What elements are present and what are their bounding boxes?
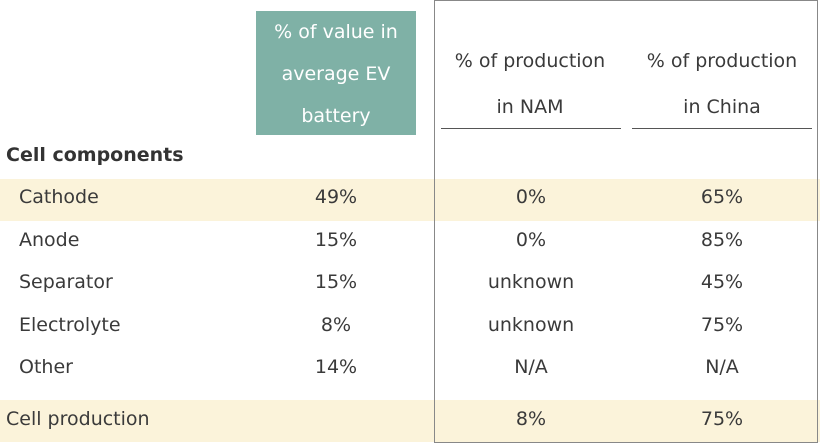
header-value-line-1: % of value in — [274, 21, 398, 43]
row-label: Other — [19, 356, 73, 378]
header-value-share: % of value in average EV battery — [256, 11, 416, 135]
row-china: 85% — [700, 229, 744, 251]
header-china-line-2: in China — [683, 96, 761, 118]
row-label: Separator — [19, 271, 113, 293]
footer-nam: 8% — [515, 408, 547, 430]
header-value-line-2: average EV — [281, 63, 391, 85]
row-nam: unknown — [487, 314, 575, 336]
header-nam-line-2: in NAM — [496, 96, 564, 118]
header-nam-underline — [441, 128, 621, 129]
row-highlight-cell-production — [0, 400, 820, 442]
row-nam: 0% — [515, 186, 547, 208]
row-highlight-cathode — [0, 179, 820, 221]
row-china: N/A — [705, 356, 739, 378]
footer-china: 75% — [700, 408, 744, 430]
section-title: Cell components — [6, 144, 184, 166]
row-value: 15% — [314, 229, 358, 251]
header-nam-line-1: % of production — [454, 50, 606, 72]
footer-label: Cell production — [6, 408, 150, 430]
row-nam: unknown — [487, 271, 575, 293]
row-label: Electrolyte — [19, 314, 121, 336]
row-nam: N/A — [514, 356, 548, 378]
row-label: Anode — [19, 229, 80, 251]
row-value: 8% — [320, 314, 352, 336]
header-value-line-3: battery — [301, 105, 371, 127]
header-china-underline — [632, 128, 812, 129]
row-value: 49% — [314, 186, 358, 208]
header-china: % of production in China — [631, 38, 813, 130]
row-china: 75% — [700, 314, 744, 336]
row-china: 65% — [700, 186, 744, 208]
header-nam: % of production in NAM — [439, 38, 621, 130]
row-nam: 0% — [515, 229, 547, 251]
header-china-line-1: % of production — [646, 50, 798, 72]
row-value: 15% — [314, 271, 358, 293]
row-label: Cathode — [19, 186, 99, 208]
row-value: 14% — [314, 356, 358, 378]
row-china: 45% — [700, 271, 744, 293]
